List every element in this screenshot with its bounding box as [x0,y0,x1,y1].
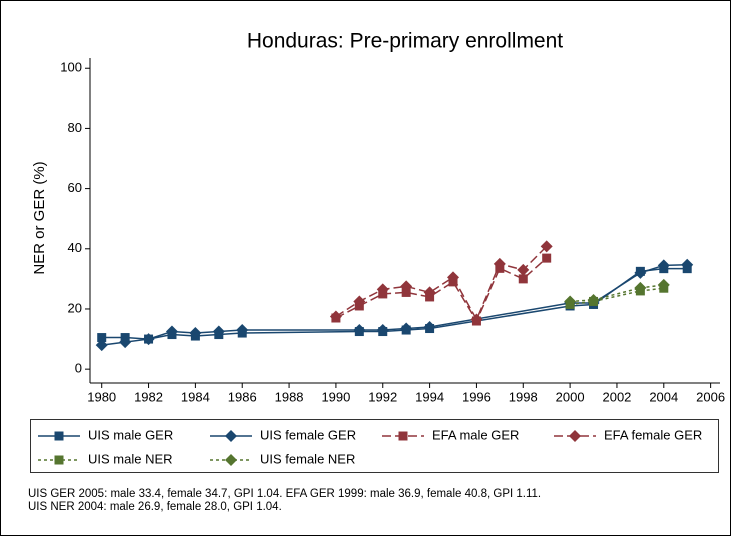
y-tick-label: 40 [68,240,82,255]
y-tick-label: 80 [68,120,82,135]
legend-marker [225,430,237,442]
marker [423,321,436,334]
marker [447,271,460,284]
y-tick-label: 20 [68,300,82,315]
x-tick-label: 1998 [509,389,538,404]
chart-title: Honduras: Pre-primary enrollment [247,30,563,53]
marker [353,324,366,337]
marker [400,322,413,335]
legend-marker [54,431,64,441]
marker [540,240,553,253]
x-tick-label: 1988 [275,389,304,404]
legend-label: UIS female NER [260,451,355,466]
marker [681,258,694,271]
legend-label: UIS female GER [260,427,356,442]
x-tick-label: 2004 [649,389,678,404]
x-tick-label: 2006 [696,389,725,404]
legend-marker [54,455,64,465]
marker [353,295,366,308]
legend-box [30,419,719,473]
note: UIS NER 2004: male 26.9, female 28.0, GP… [28,501,282,513]
y-tick-label: 60 [68,180,82,195]
marker [657,278,670,291]
legend-label: EFA male GER [432,427,519,442]
marker [634,281,647,294]
y-tick-label: 100 [60,60,82,75]
marker [212,325,225,338]
series-line [335,245,548,322]
x-tick-label: 2002 [602,389,631,404]
x-tick-label: 2000 [556,389,585,404]
marker [470,313,483,326]
marker [329,310,342,323]
note: UIS GER 2005: male 33.4, female 34.7, GP… [28,488,541,500]
marker [236,324,249,337]
legend-marker [398,431,408,441]
x-tick-label: 1994 [415,389,444,404]
marker [376,324,389,337]
marker [493,257,506,270]
marker [165,325,178,338]
marker [97,333,107,343]
marker [423,286,436,299]
series-line [335,257,548,323]
marker [518,274,528,284]
x-tick-label: 1980 [87,389,116,404]
marker [189,327,202,340]
x-tick-label: 1984 [181,389,210,404]
legend-label: EFA female GER [604,427,702,442]
series-line [101,263,688,346]
marker [657,259,670,272]
legend-marker [225,454,237,466]
marker [564,295,577,308]
y-tick-label: 0 [75,361,82,376]
marker [634,266,647,279]
marker [542,253,552,263]
marker [119,336,132,349]
marker [376,283,389,296]
legend-marker [569,430,581,442]
x-tick-label: 1992 [368,389,397,404]
legend-label: UIS male GER [88,427,173,442]
x-tick-label: 1986 [228,389,257,404]
marker [587,293,600,306]
x-tick-label: 1990 [321,389,350,404]
marker [400,280,413,293]
marker [142,333,155,346]
x-tick-label: 1982 [134,389,163,404]
marker [517,263,530,276]
legend-label: UIS male NER [88,451,173,466]
marker [401,287,411,297]
x-tick-label: 1996 [462,389,491,404]
y-axis-label: NER or GER (%) [31,161,48,274]
marker [95,339,108,352]
